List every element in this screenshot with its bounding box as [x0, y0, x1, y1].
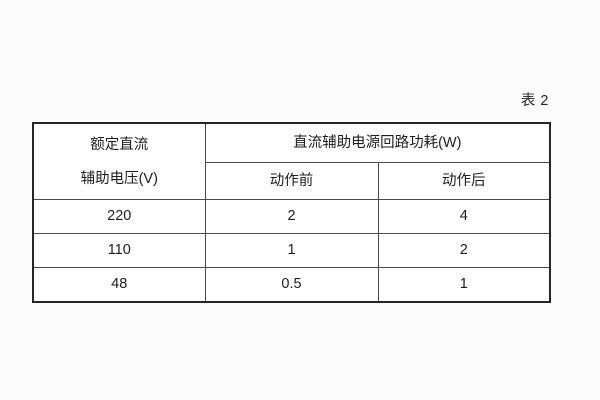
header-rated-dc-voltage: 额定直流 辅助电压(V): [32, 122, 206, 200]
cell-voltage: 110: [32, 233, 206, 268]
header-rated-dc-voltage-line2: 辅助电压(V): [80, 170, 158, 187]
cell-voltage: 48: [32, 267, 206, 303]
header-before-action: 动作前: [204, 162, 379, 200]
spec-table: 额定直流 辅助电压(V) 直流辅助电源回路功耗(W) 动作前 动作后 220 2…: [32, 122, 551, 303]
table-caption: 表 2: [520, 93, 549, 109]
table-header-row-secondary: 动作前 动作后: [33, 162, 551, 200]
table-row: 110 1 2: [32, 233, 551, 268]
header-power-consumption-group: 直流辅助电源回路功耗(W): [204, 122, 551, 163]
table-row: 220 2 4: [32, 199, 551, 234]
cell-after-action: 1: [377, 267, 551, 303]
cell-after-action: 2: [377, 233, 551, 268]
cell-voltage: 220: [32, 199, 206, 234]
cell-after-action: 4: [377, 199, 551, 234]
table-container: 额定直流 辅助电压(V) 直流辅助电源回路功耗(W) 动作前 动作后 220 2…: [32, 122, 551, 303]
cell-before-action: 1: [204, 233, 379, 268]
table-row: 48 0.5 1: [32, 267, 551, 303]
cell-before-action: 2: [204, 199, 379, 234]
header-after-action: 动作后: [377, 162, 551, 200]
header-rated-dc-voltage-line1: 额定直流: [90, 136, 149, 153]
table-header-row-primary: 额定直流 辅助电压(V) 直流辅助电源回路功耗(W): [32, 122, 551, 200]
cell-before-action: 0.5: [204, 267, 379, 303]
